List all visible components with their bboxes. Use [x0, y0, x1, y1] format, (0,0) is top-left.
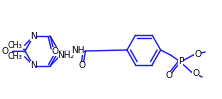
- Text: O: O: [1, 47, 8, 56]
- Text: O: O: [52, 47, 59, 56]
- Text: CH₃: CH₃: [8, 52, 23, 61]
- Text: O: O: [194, 50, 201, 59]
- Text: O: O: [78, 61, 85, 70]
- Text: P: P: [178, 58, 183, 67]
- Text: CH₃: CH₃: [8, 41, 23, 50]
- Text: NH₂: NH₂: [57, 51, 75, 60]
- Text: N: N: [30, 32, 37, 41]
- Text: O: O: [165, 70, 172, 79]
- Text: NH: NH: [71, 46, 84, 55]
- Text: N: N: [30, 61, 37, 70]
- Text: O: O: [192, 69, 199, 78]
